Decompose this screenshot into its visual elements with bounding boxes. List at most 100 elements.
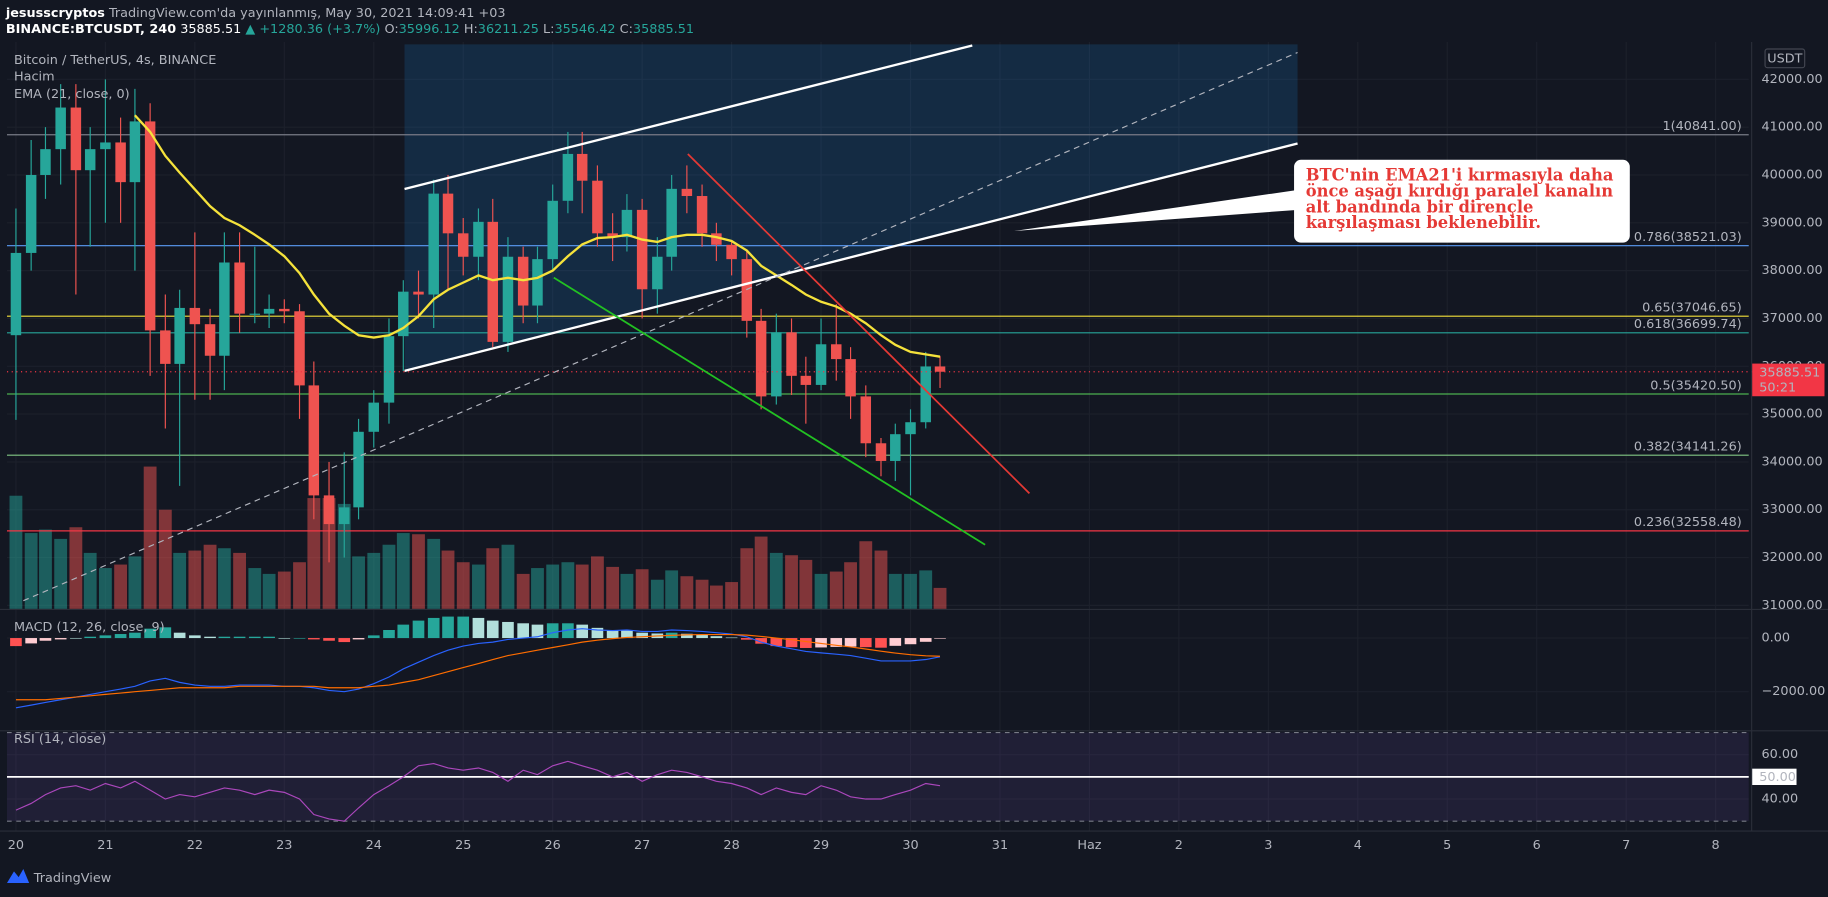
macd-histogram-bar — [696, 634, 708, 639]
annotation-line: önce aşağı kırdığı paralel kanalın — [1306, 181, 1614, 200]
macd-histogram-bar — [725, 637, 738, 639]
fib-label: 0.236(32558.48) — [1634, 515, 1742, 530]
resistance-line — [687, 153, 1031, 495]
x-tick-label: 27 — [634, 838, 650, 853]
macd-histogram-bar — [844, 638, 857, 647]
last-price: 35885.51 — [180, 22, 241, 37]
volume-bar — [516, 573, 530, 609]
volume-bar — [575, 564, 589, 609]
macd-histogram-bar — [472, 617, 485, 639]
candle-body — [681, 188, 693, 197]
candle-body — [755, 320, 767, 397]
macd-histogram-bar — [919, 638, 932, 642]
change: ▲ +1280.36 (+3.7%) — [245, 22, 380, 37]
candle-body — [383, 336, 395, 403]
candle-body — [174, 307, 185, 364]
macd-histogram-bar — [129, 632, 141, 639]
volume-bar — [382, 544, 396, 609]
x-tick-label: 3 — [1264, 838, 1272, 853]
macd-histogram-bar — [173, 632, 186, 639]
volume-bar — [635, 569, 649, 609]
volume-bar — [546, 564, 560, 609]
macd-histogram-bar — [70, 638, 82, 639]
macd-tick-label: 0.00 — [1762, 631, 1791, 646]
candle-body — [249, 313, 261, 315]
volume-bar — [785, 555, 798, 609]
drawings — [23, 44, 1630, 602]
volume-bar — [919, 570, 933, 609]
candle-body — [815, 344, 827, 385]
y-tick-label: 35000.00 — [1762, 407, 1823, 422]
fib-levels: 1(40841.00) 0.786(38521.03) 0.65(37046.65)… — [6, 119, 1749, 532]
volume-bar — [128, 556, 142, 609]
macd-histogram-bar — [889, 638, 902, 646]
annotation-line: karşılaşması beklenebilir. — [1306, 213, 1541, 232]
c-label: C: — [620, 22, 633, 37]
candle-body — [70, 107, 82, 171]
macd-histogram-bar — [740, 638, 753, 640]
candle-body — [234, 262, 245, 314]
volume-bar — [456, 562, 470, 609]
volume-bar — [844, 562, 857, 609]
macd-tick-label: −2000.00 — [1762, 684, 1826, 699]
rsi-pane — [6, 731, 1749, 822]
x-tick-label: 21 — [97, 838, 113, 853]
fib-label: 0.618(36699.74) — [1634, 317, 1742, 332]
macd-histogram-bar — [39, 638, 52, 641]
volume-bar — [352, 556, 365, 609]
candle-body — [263, 308, 275, 314]
candle-body — [771, 332, 782, 397]
channel-upper — [404, 44, 973, 191]
unit-label: USDT — [1767, 51, 1802, 66]
candle-body — [189, 307, 201, 325]
c-value: 35885.51 — [633, 22, 694, 37]
candle-body — [413, 291, 424, 295]
rsi-tick-label: 50.00 — [1759, 770, 1796, 785]
candle-body — [457, 233, 469, 257]
macd-histogram-bar — [457, 616, 470, 639]
volume-bar — [933, 587, 947, 609]
volume — [9, 466, 947, 609]
candle-body — [786, 332, 797, 376]
h-value: 36211.25 — [478, 22, 539, 37]
candle-body — [800, 375, 812, 385]
macd-histogram-bar — [54, 638, 67, 640]
candle-body — [204, 324, 216, 356]
rsi-tick-label: 60.00 — [1762, 747, 1799, 762]
candle-body — [100, 142, 111, 150]
macd-histogram-bar — [159, 627, 172, 639]
macd-histogram-bar — [99, 635, 112, 639]
author: jesusscryptos — [5, 5, 105, 20]
volume-bar — [293, 562, 306, 609]
y-tick-label: 31000.00 — [1762, 598, 1823, 613]
volume-bar — [367, 552, 381, 609]
x-tick-label: 4 — [1354, 838, 1362, 853]
fib-label: 0.382(34141.26) — [1634, 439, 1742, 454]
candle-body — [532, 259, 543, 306]
x-tick-label: 25 — [455, 838, 471, 853]
logo-icon — [6, 869, 30, 884]
volume-bar — [620, 573, 634, 609]
candle-body — [920, 366, 931, 423]
rsi-line — [15, 760, 941, 822]
volume-bar — [888, 573, 902, 609]
candle-body — [652, 256, 663, 290]
macd-histogram-bar — [218, 636, 231, 639]
macd-histogram-bar — [934, 638, 946, 639]
volume-bar — [829, 571, 843, 609]
candle-body — [40, 149, 51, 175]
candle-body — [890, 434, 901, 461]
macd-histogram-bar — [144, 628, 156, 639]
x-tick-label: 8 — [1712, 838, 1720, 853]
ema-label: EMA (21, close, 0) — [14, 87, 130, 102]
volume-bar — [188, 550, 202, 609]
macd-histogram-bar — [204, 636, 216, 639]
volume-bar — [307, 498, 321, 609]
volume-bar — [54, 538, 68, 609]
macd-histogram-bar — [84, 636, 97, 639]
macd-histogram-bar — [486, 620, 499, 639]
candle-body — [831, 344, 842, 360]
